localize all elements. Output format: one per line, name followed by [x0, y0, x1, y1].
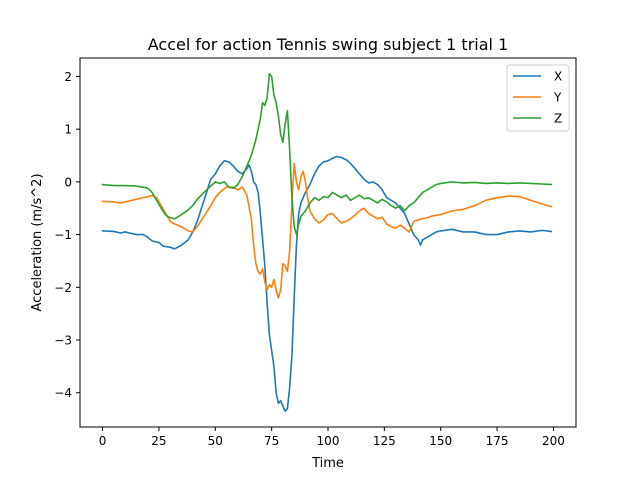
legend-label-z: Z — [554, 112, 562, 126]
x-tick-label: 175 — [486, 434, 509, 448]
axes-frame — [79, 57, 577, 428]
legend-box — [506, 64, 570, 132]
legend-label-x: X — [554, 70, 562, 84]
x-tick-label: 75 — [264, 434, 279, 448]
series-layer — [101, 73, 553, 412]
y-tick-label: 0 — [64, 175, 72, 189]
x-tick-label: 50 — [208, 434, 223, 448]
x-tick-label: 25 — [151, 434, 166, 448]
y-tick-label: 1 — [64, 123, 72, 137]
y-tick-label: −2 — [54, 281, 72, 295]
series-line-y — [101, 162, 553, 299]
y-tick-label: −1 — [54, 228, 72, 242]
x-tick-label: 125 — [373, 434, 396, 448]
y-tick-label: −3 — [54, 334, 72, 348]
y-axis-label: Acceleration (m/s^2) — [30, 173, 45, 311]
series-line-z — [101, 73, 553, 236]
y-tick-label: 2 — [64, 70, 72, 84]
series-line-x — [101, 155, 553, 412]
x-axis-ticks: 0 25 50 75 100 125 150 175 200 — [99, 427, 565, 448]
x-tick-label: 150 — [429, 434, 452, 448]
x-tick-label: 200 — [542, 434, 565, 448]
y-tick-label: −4 — [54, 386, 72, 400]
legend: XYZ — [506, 64, 570, 132]
x-axis-label: Time — [311, 456, 344, 471]
x-tick-label: 100 — [317, 434, 340, 448]
x-tick-label: 0 — [99, 434, 107, 448]
y-axis-ticks: −4 −3 −2 −1 0 1 2 — [54, 70, 80, 400]
chart-title: Accel for action Tennis swing subject 1 … — [148, 35, 509, 54]
legend-label-y: Y — [553, 91, 562, 105]
